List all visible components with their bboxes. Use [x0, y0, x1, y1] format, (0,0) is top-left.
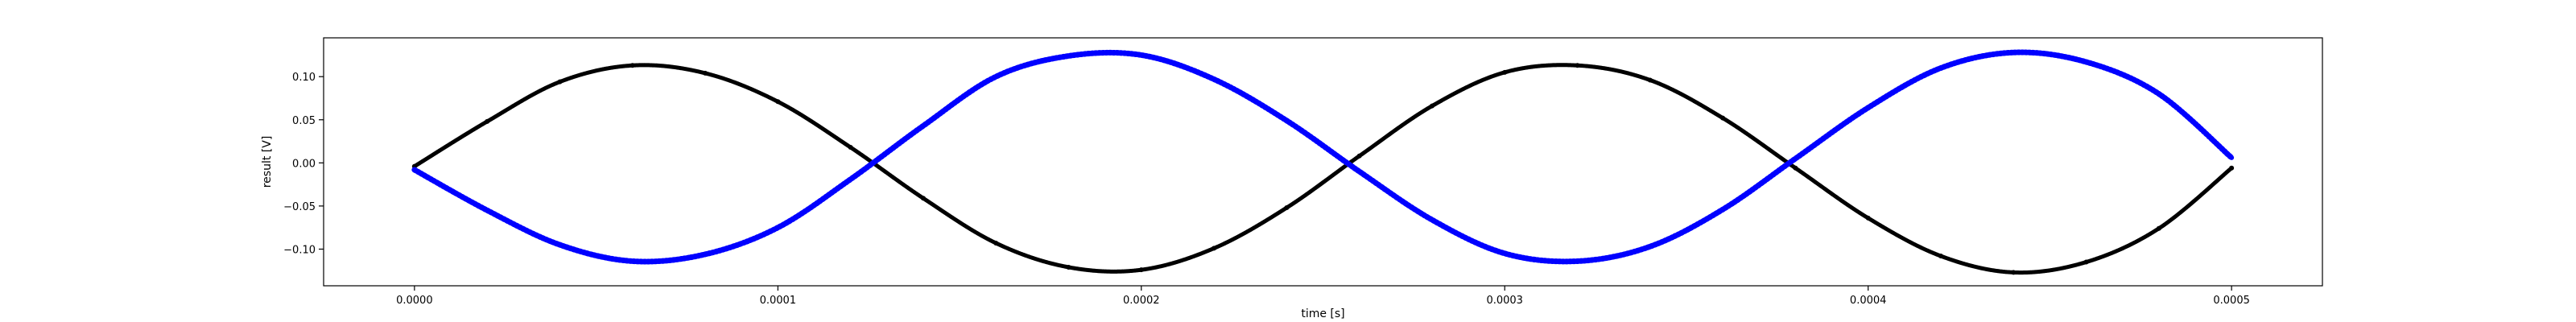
- data-point: [1647, 77, 1653, 83]
- data-point: [775, 225, 781, 230]
- y-tick-label: 0.00: [292, 158, 316, 170]
- data-point: [993, 74, 999, 80]
- data-point: [920, 123, 926, 129]
- x-tick-label: 0.0004: [1850, 295, 1887, 307]
- data-point: [1212, 76, 1217, 82]
- data-point: [1138, 52, 1144, 58]
- data-point: [1575, 258, 1580, 264]
- data-point: [1793, 165, 1798, 171]
- data-point: [1066, 53, 1071, 59]
- data-point: [2156, 225, 2161, 231]
- data-point: [630, 258, 635, 264]
- data-point: [703, 70, 708, 76]
- series-0: [411, 63, 2235, 275]
- x-tick-label: 0.0003: [1486, 295, 1523, 307]
- data-point: [1356, 153, 1362, 159]
- data-point: [1429, 217, 1435, 223]
- data-point: [411, 167, 417, 172]
- y-tick-label: −0.05: [283, 201, 316, 213]
- data-point: [1865, 215, 1871, 221]
- data-point: [1502, 250, 1508, 256]
- y-tick-label: 0.10: [292, 72, 316, 84]
- x-axis-label: time [s]: [1301, 308, 1344, 320]
- data-point: [1720, 207, 1726, 213]
- series-trail: [411, 49, 2235, 265]
- data-point: [920, 196, 926, 201]
- x-tick-label: 0.0001: [760, 295, 797, 307]
- data-point: [1284, 205, 1290, 211]
- data-point: [557, 79, 563, 85]
- y-axis-label: result [V]: [261, 136, 274, 188]
- data-point: [703, 251, 708, 257]
- data-point: [485, 208, 490, 213]
- x-tick-label: 0.0002: [1123, 295, 1160, 307]
- data-point: [2229, 155, 2235, 160]
- data-point: [1502, 69, 1508, 75]
- data-point: [1356, 169, 1362, 175]
- y-tick-label: −0.10: [283, 244, 316, 256]
- series-trail: [412, 63, 2234, 275]
- data-point: [2011, 50, 2017, 56]
- data-point: [557, 242, 563, 248]
- series-1: [411, 49, 2235, 265]
- data-point: [848, 145, 853, 151]
- data-point: [1720, 115, 1726, 121]
- data-point: [630, 63, 635, 68]
- data-point: [1284, 118, 1290, 123]
- data-point: [993, 240, 999, 246]
- y-tick-label: 0.05: [292, 115, 316, 127]
- x-tick-label: 0.0000: [396, 295, 433, 307]
- data-point: [1066, 264, 1071, 270]
- data-point: [1212, 246, 1217, 251]
- data-point: [485, 118, 490, 124]
- data-point: [2083, 259, 2089, 265]
- data-point: [848, 176, 853, 182]
- data-point: [2083, 59, 2089, 64]
- data-point: [2156, 91, 2161, 97]
- x-tick-label: 0.0005: [2213, 295, 2250, 307]
- data-point: [1429, 103, 1435, 109]
- data-point: [2229, 165, 2235, 171]
- data-point: [1938, 65, 1943, 71]
- data-point: [775, 99, 781, 105]
- data-point: [2011, 270, 2017, 275]
- data-point: [1138, 267, 1144, 273]
- plot-area: [323, 37, 2323, 287]
- data-point: [1793, 155, 1798, 161]
- data-point: [1647, 244, 1653, 250]
- data-point: [1575, 63, 1580, 68]
- data-point: [1865, 105, 1871, 110]
- data-point: [1938, 254, 1943, 259]
